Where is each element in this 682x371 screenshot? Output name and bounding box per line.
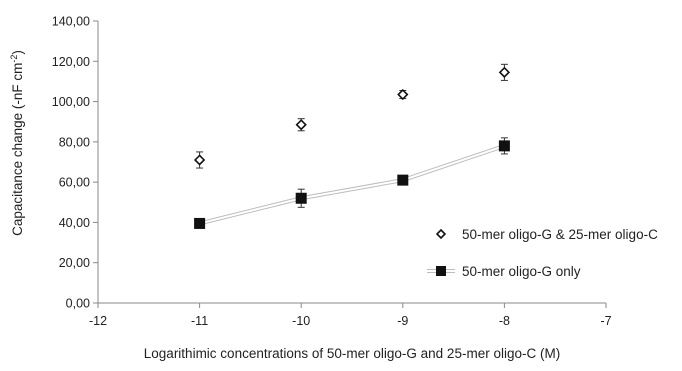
x-tick-label: -8 xyxy=(499,314,510,328)
x-tick-label: -7 xyxy=(600,314,611,328)
y-tick-label: 120,00 xyxy=(52,55,90,69)
data-point-diamond xyxy=(435,228,447,240)
series-layer xyxy=(193,63,511,229)
x-axis-title: Logarithimic concentrations of 50-mer ol… xyxy=(144,346,560,361)
data-point-square xyxy=(498,140,510,152)
y-tick-label: 0,00 xyxy=(66,297,90,311)
data-point-diamond xyxy=(295,119,307,131)
y-tick-label: 40,00 xyxy=(59,216,90,230)
x-axis-ticks: -12 -11 -10 -9 -8 -7 xyxy=(89,303,612,328)
y-tick-label: 140,00 xyxy=(52,15,90,29)
data-point-square xyxy=(436,266,446,276)
y-tick-label: 20,00 xyxy=(59,256,90,270)
x-tick-label: -10 xyxy=(292,314,310,328)
x-tick-label: -12 xyxy=(89,314,107,328)
y-tick-label: 60,00 xyxy=(59,176,90,190)
legend-item-2: 50-mer oligo-G only xyxy=(427,264,581,279)
legend: 50-mer oligo-G & 25-mer oligo-C 50-mer ol… xyxy=(427,227,658,279)
series-line-inner xyxy=(199,144,505,225)
legend-label: 50-mer oligo-G only xyxy=(462,264,581,279)
y-tick-label: 100,00 xyxy=(52,95,90,109)
series-2 xyxy=(194,137,510,229)
x-tick-label: -11 xyxy=(191,314,208,328)
y-axis-title: Capacitance change (-nF cm-2) xyxy=(9,50,25,236)
data-point-diamond xyxy=(193,154,206,166)
data-point-diamond xyxy=(498,66,511,78)
y-axis-ticks: 0,00 20,00 40,00 60,00 80,00 100,00 120,00 140,… xyxy=(52,15,98,311)
data-point-square xyxy=(295,192,307,204)
data-point-diamond xyxy=(397,88,409,101)
legend-item-1: 50-mer oligo-G & 25-mer oligo-C xyxy=(435,227,658,242)
legend-label: 50-mer oligo-G & 25-mer oligo-C xyxy=(462,227,658,242)
data-point-square xyxy=(397,174,409,186)
x-tick-label: -9 xyxy=(397,314,408,328)
y-tick-label: 80,00 xyxy=(59,135,90,149)
data-point-square xyxy=(194,217,206,229)
series-1 xyxy=(193,63,511,169)
